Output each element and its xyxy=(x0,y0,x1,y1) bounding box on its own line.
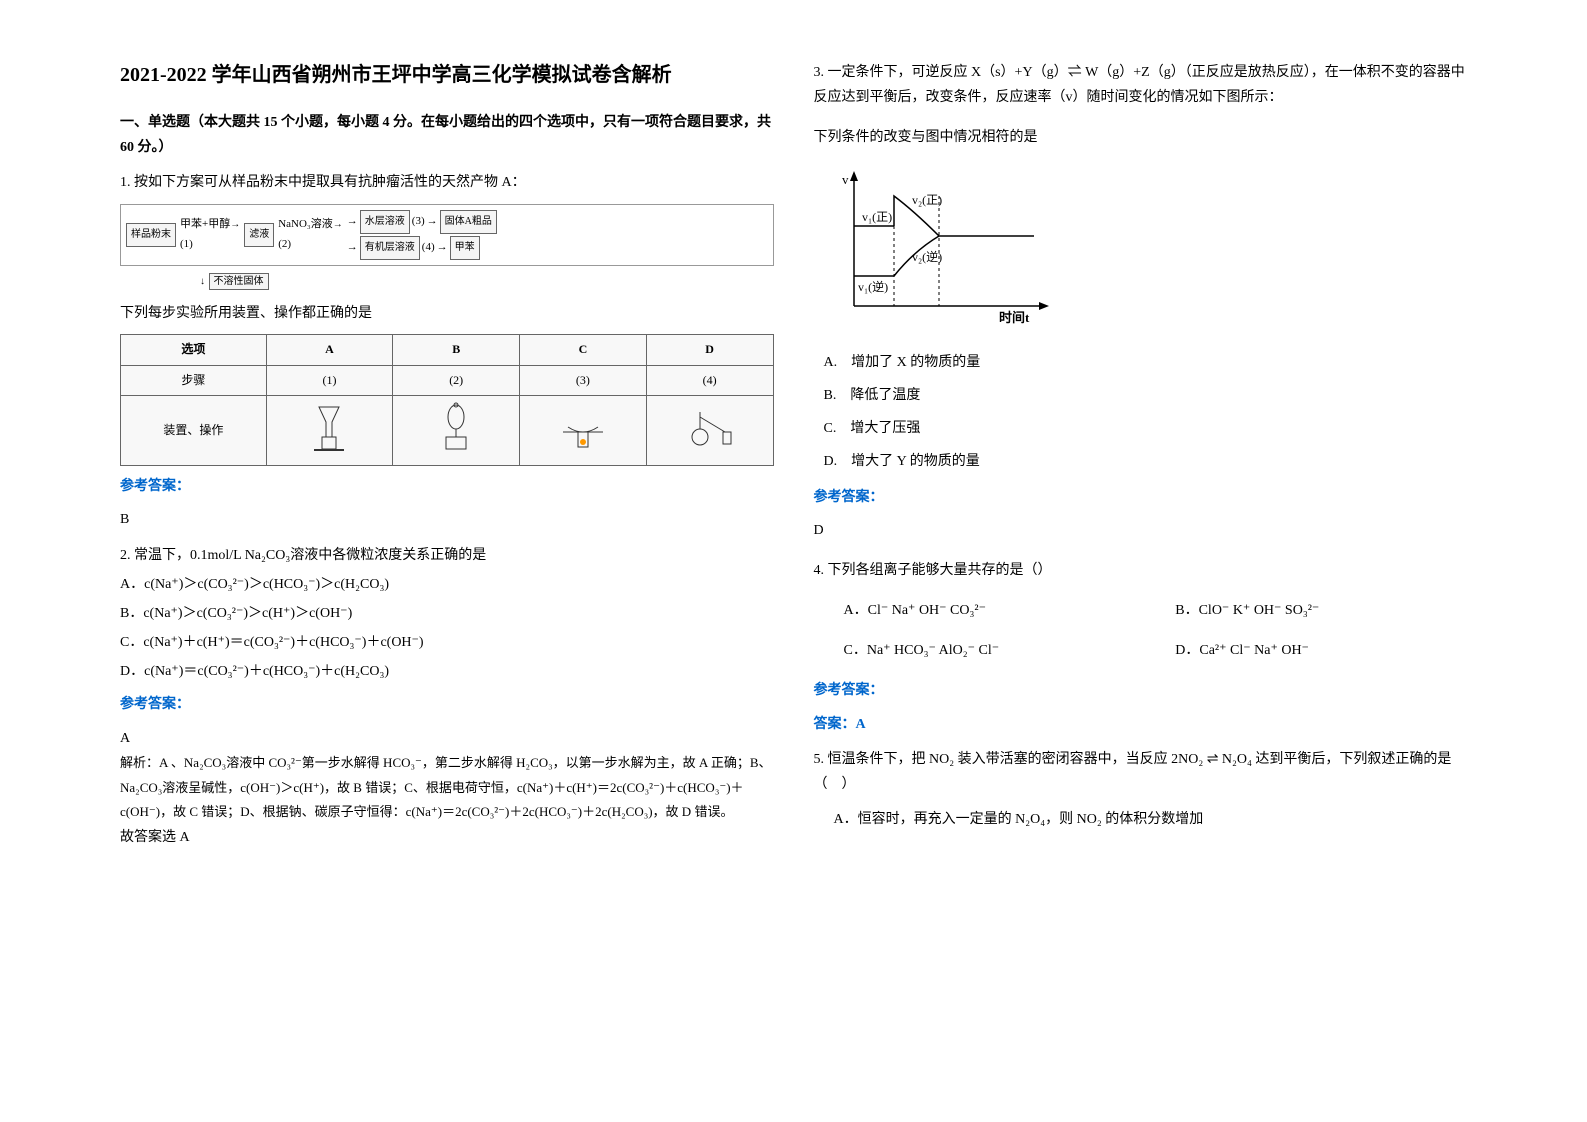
flow-box-toluene: 甲苯 xyxy=(450,236,480,260)
q2-answer: A xyxy=(120,726,774,751)
curve-label-v1-fwd: v₁(正) xyxy=(862,210,892,224)
separating-funnel-icon xyxy=(431,402,481,452)
arrow-icon: NaNO₃溶液→ (2) xyxy=(278,215,343,255)
table-cell: (1) xyxy=(266,365,393,396)
q4-stem: 4. 下列各组离子能够大量共存的是（） xyxy=(814,558,1468,583)
table-cell-device xyxy=(393,396,520,466)
answer-label: 参考答案： xyxy=(814,678,1468,703)
table-cell-device xyxy=(520,396,647,466)
q1-device-table: 选项 A B C D 步骤 (1) (2) (3) (4) 装置、操作 xyxy=(120,334,774,466)
table-header-row: 选项 A B C D xyxy=(121,334,774,365)
rate-time-graph-icon: v 时间t v₁(正) v₁(逆) v₂(正) v₂(逆) xyxy=(834,166,1054,326)
arrow-icon: 甲苯+甲醇→ (1) xyxy=(180,215,240,255)
q3-stem: 3. 一定条件下，可逆反应 X（s）+Y（g）⇌ W（g）+Z（g）（正反应是放… xyxy=(814,60,1468,110)
flow-box-solid-a: 固体A粗品 xyxy=(440,210,497,234)
answer-label: 参考答案： xyxy=(814,485,1468,510)
filter-funnel-icon xyxy=(304,402,354,452)
q4-answer: A xyxy=(856,717,866,732)
table-cell-device xyxy=(646,396,773,466)
q1-flow-diagram: 样品粉末 甲苯+甲醇→ (1) 滤液 NaNO₃溶液→ (2) →水层溶液 (3… xyxy=(120,204,774,266)
table-header: A xyxy=(266,334,393,365)
q4-answer-prefix: 答案： xyxy=(814,717,856,732)
q4-options: A．Cl⁻ Na⁺ OH⁻ CO₃²⁻ B．ClO⁻ K⁺ OH⁻ SO₃²⁻ … xyxy=(844,598,1468,663)
q4-option-c: C．Na⁺ HCO₃⁻ AlO₂⁻ Cl⁻ xyxy=(844,638,1136,663)
q4-answer-line: 答案：A xyxy=(814,712,1468,737)
answer-label: 参考答案： xyxy=(120,692,774,717)
table-cell: (2) xyxy=(393,365,520,396)
q2-explanation: 解析：A 、Na₂CO₃溶液中 CO₃²⁻第一步水解得 HCO₃⁻，第二步水解得… xyxy=(120,751,774,825)
q2-conclusion: 故答案选 A xyxy=(120,825,774,850)
flow-box-aqueous: 水层溶液 xyxy=(360,210,410,234)
section-1-header: 一、单选题（本大题共 15 个小题，每小题 4 分。在每小题给出的四个选项中，只… xyxy=(120,110,774,160)
flow-box-insoluble: 不溶性固体 xyxy=(209,273,269,290)
q3-graph: v 时间t v₁(正) v₁(逆) v₂(正) v₂(逆) xyxy=(834,166,1468,335)
curve-label-v1-rev: v₁(逆) xyxy=(858,279,888,294)
distillation-icon xyxy=(685,402,735,452)
q2-option-a: A．c(Na⁺)＞c(CO₃²⁻)＞c(HCO₃⁻)＞c(H₂CO₃) xyxy=(120,572,774,597)
curve-label-v2-fwd: v₂(正) xyxy=(912,193,942,207)
q3-option-b: B. 降低了温度 xyxy=(814,383,1468,408)
question-2: 2. 常温下，0.1mol/L Na₂CO₃溶液中各微粒浓度关系正确的是 A．c… xyxy=(120,543,774,851)
q3-options: A. 增加了 X 的物质的量 B. 降低了温度 C. 增大了压强 D. 增大了 … xyxy=(814,350,1468,475)
q3-option-c: C. 增大了压强 xyxy=(814,416,1468,441)
q1-sub-stem: 下列每步实验所用装置、操作都正确的是 xyxy=(120,301,774,326)
q1-stem: 1. 按如下方案可从样品粉末中提取具有抗肿瘤活性的天然产物 A： xyxy=(120,170,774,195)
evaporating-dish-icon xyxy=(558,402,608,452)
question-5: 5. 恒温条件下，把 NO₂ 装入带活塞的密闭容器中，当反应 2NO₂ ⇌ N₂… xyxy=(814,747,1468,833)
y-axis-label: v xyxy=(842,172,849,187)
q1-answer: B xyxy=(120,507,774,532)
table-cell: 步骤 xyxy=(121,365,267,396)
q3-answer: D xyxy=(814,518,1468,543)
q2-stem: 2. 常温下，0.1mol/L Na₂CO₃溶液中各微粒浓度关系正确的是 xyxy=(120,543,774,568)
table-header: 选项 xyxy=(121,334,267,365)
q5-option-a: A．恒容时，再充入一定量的 N₂O₄，则 NO₂ 的体积分数增加 xyxy=(834,807,1468,832)
curve-label-v2-rev: v₂(逆) xyxy=(912,249,942,264)
q3-option-d: D. 增大了 Y 的物质的量 xyxy=(814,449,1468,474)
flow-box-organic: 有机层溶液 xyxy=(360,236,420,260)
table-row: 步骤 (1) (2) (3) (4) xyxy=(121,365,774,396)
table-header: D xyxy=(646,334,773,365)
answer-label: 参考答案： xyxy=(120,474,774,499)
flow-box-filtrate: 滤液 xyxy=(244,223,274,247)
table-header: B xyxy=(393,334,520,365)
x-axis-label: 时间t xyxy=(999,310,1030,325)
q2-option-d: D．c(Na⁺)＝c(CO₃²⁻)＋c(HCO₃⁻)＋c(H₂CO₃) xyxy=(120,659,774,684)
question-3: 3. 一定条件下，可逆反应 X（s）+Y（g）⇌ W（g）+Z（g）（正反应是放… xyxy=(814,60,1468,543)
table-row: 装置、操作 xyxy=(121,396,774,466)
exam-title: 2021-2022 学年山西省朔州市王坪中学高三化学模拟试卷含解析 xyxy=(120,60,774,90)
question-1: 1. 按如下方案可从样品粉末中提取具有抗肿瘤活性的天然产物 A： 样品粉末 甲苯… xyxy=(120,170,774,532)
q2-option-b: B．c(Na⁺)＞c(CO₃²⁻)＞c(H⁺)＞c(OH⁻) xyxy=(120,601,774,626)
flow-box-sample: 样品粉末 xyxy=(126,223,176,247)
q4-option-a: A．Cl⁻ Na⁺ OH⁻ CO₃²⁻ xyxy=(844,598,1136,623)
q3-option-a: A. 增加了 X 的物质的量 xyxy=(814,350,1468,375)
q4-option-b: B．ClO⁻ K⁺ OH⁻ SO₃²⁻ xyxy=(1175,598,1467,623)
table-cell-label: 装置、操作 xyxy=(121,396,267,466)
table-cell-device xyxy=(266,396,393,466)
table-header: C xyxy=(520,334,647,365)
table-cell: (4) xyxy=(646,365,773,396)
question-4: 4. 下列各组离子能够大量共存的是（） A．Cl⁻ Na⁺ OH⁻ CO₃²⁻ … xyxy=(814,558,1468,737)
q4-option-d: D．Ca²⁺ Cl⁻ Na⁺ OH⁻ xyxy=(1175,638,1467,663)
q2-option-c: C．c(Na⁺)＋c(H⁺)＝c(CO₃²⁻)＋c(HCO₃⁻)＋c(OH⁻) xyxy=(120,630,774,655)
q5-stem: 5. 恒温条件下，把 NO₂ 装入带活塞的密闭容器中，当反应 2NO₂ ⇌ N₂… xyxy=(814,747,1468,797)
q3-sub-stem: 下列条件的改变与图中情况相符的是 xyxy=(814,125,1468,150)
table-cell: (3) xyxy=(520,365,647,396)
